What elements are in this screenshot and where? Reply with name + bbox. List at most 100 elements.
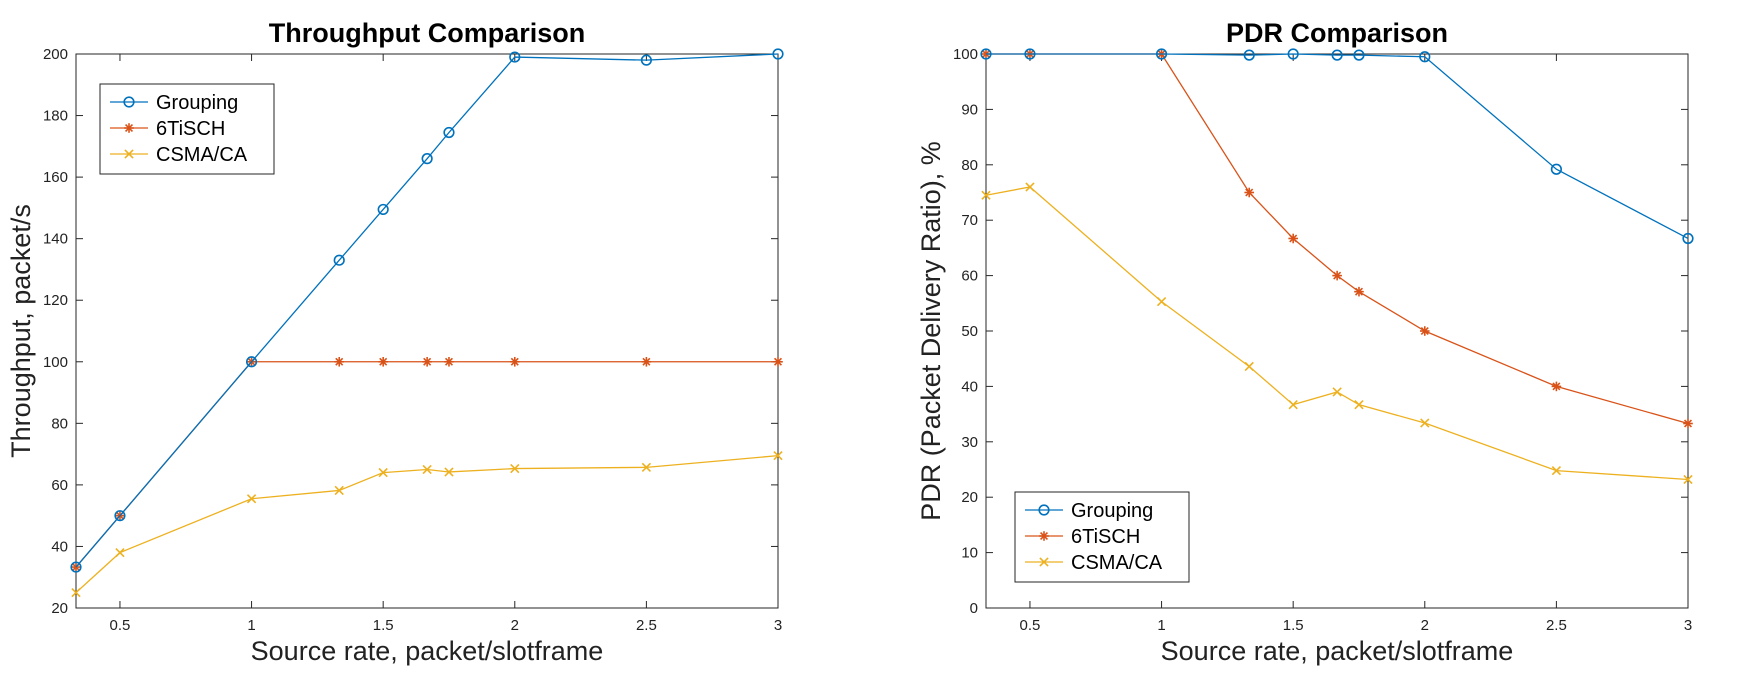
data-point-grouping-shape: [421, 153, 433, 165]
data-point-6tisch: [773, 356, 783, 367]
y-tick-label: 60: [961, 268, 978, 285]
data-point-csma-ca: [71, 587, 81, 598]
data-point-grouping-shape: [1550, 163, 1562, 175]
data-point-csma-ca: [378, 467, 388, 478]
data-point-grouping: [1331, 49, 1343, 61]
legend-marker-csma-ca-stroke-1: [124, 149, 134, 159]
data-point-csma-ca: [246, 494, 257, 504]
x-tick-label: 2: [1421, 617, 1429, 634]
data-point-6tisch-stroke-3: [1420, 326, 1429, 336]
data-point-6tisch: [641, 356, 652, 367]
data-point-csma-ca-stroke-1: [334, 485, 344, 496]
tick-group: 0.5 1 1.5 2 2.5 3 20 40 60 80 100 120 140 160 180 200: [43, 46, 782, 634]
plot-area: [980, 48, 1694, 485]
data-point-grouping: [70, 561, 82, 573]
data-point-6tisch: [378, 356, 388, 367]
x-axis-label: Source rate, packet/slotframe: [1161, 636, 1514, 666]
x-tick-label: 3: [1684, 617, 1692, 634]
plot-area: [70, 48, 784, 598]
data-point-6tisch-stroke-3: [1245, 188, 1254, 197]
data-point-csma-ca: [444, 467, 454, 477]
data-point-grouping-shape: [980, 48, 992, 60]
data-point-csma-ca-stroke-1: [510, 463, 520, 474]
data-point-6tisch-stroke-3: [510, 357, 519, 366]
legend-entry-csma-ca: CSMA/CA: [110, 144, 248, 166]
legend-label-6tisch: 6TiSCH: [1071, 526, 1140, 548]
series-line-6tisch: [986, 53, 1689, 425]
y-tick-label: 10: [961, 545, 978, 562]
data-point-6tisch-stroke-3: [444, 357, 454, 366]
y-tick-label: 20: [961, 489, 978, 506]
legend-sample-csma-ca: [1025, 557, 1063, 567]
legend-entry-csma-ca: CSMA/CA: [1025, 552, 1163, 574]
data-point-csma-ca: [1683, 474, 1693, 485]
data-point-6tisch: [334, 356, 345, 367]
data-point-csma-ca-stroke-1: [981, 190, 991, 200]
y-tick-label: 200: [43, 46, 68, 63]
legend-sample-grouping: [110, 96, 148, 108]
data-point-csma-ca-stroke-1: [1354, 400, 1364, 410]
y-tick-label: 100: [43, 354, 68, 371]
data-point-csma-ca-stroke-1: [1683, 474, 1693, 485]
data-point-csma-ca: [641, 462, 652, 472]
data-point-csma-ca-stroke-1: [773, 451, 783, 461]
y-tick-label: 90: [961, 101, 978, 118]
data-point-csma-ca: [981, 190, 991, 200]
pdr-chart: PDR Comparison Source rate, packet/slotf…: [916, 18, 1694, 666]
series-line-csma-ca: [75, 455, 779, 594]
series-line-grouping: [986, 53, 1689, 240]
data-point-6tisch: [1683, 418, 1693, 429]
y-tick-label: 80: [51, 415, 68, 432]
data-point-grouping-shape: [377, 203, 389, 216]
legend-entry-6tisch: 6TiSCH: [110, 118, 225, 140]
legend-label-grouping: Grouping: [156, 92, 238, 114]
y-tick-label: 20: [51, 600, 68, 617]
data-point-csma-ca: [1354, 400, 1364, 410]
legend-sample-6tisch: [110, 123, 148, 133]
legend-sample-6tisch: [1025, 531, 1063, 541]
data-point-csma-ca-stroke-1: [1420, 418, 1430, 428]
data-point-grouping: [333, 254, 345, 266]
data-point-grouping: [1155, 48, 1168, 60]
data-point-6tisch-stroke-3: [379, 357, 388, 366]
data-point-csma-ca: [1420, 418, 1430, 428]
data-point-csma-ca-stroke-1: [1288, 400, 1298, 410]
data-point-csma-ca: [773, 451, 783, 461]
data-point-grouping-shape: [1353, 49, 1365, 61]
data-point-6tisch-stroke-3: [1354, 287, 1364, 296]
series-grouping: [70, 48, 784, 573]
x-tick-label: 1.5: [373, 617, 394, 634]
y-tick-label: 180: [43, 108, 68, 125]
data-point-grouping-shape: [1331, 49, 1343, 61]
data-point-grouping: [377, 203, 389, 216]
data-point-csma-ca: [334, 485, 344, 496]
data-point-6tisch-stroke-3: [1333, 271, 1342, 280]
data-point-6tisch: [1354, 286, 1364, 297]
data-point-grouping: [1550, 163, 1562, 175]
chart-title: PDR Comparison: [1226, 18, 1448, 48]
data-point-csma-ca-stroke-1: [1244, 361, 1254, 372]
x-tick-label: 1.5: [1283, 617, 1304, 634]
x-tick-label: 0.5: [1020, 617, 1041, 634]
data-point-6tisch-stroke-3: [1683, 419, 1693, 428]
data-point-grouping: [1419, 51, 1431, 63]
data-point-6tisch: [422, 356, 432, 367]
data-point-csma-ca: [1244, 361, 1254, 372]
series-line-csma-ca: [985, 186, 1689, 481]
data-point-grouping-shape: [1287, 48, 1299, 60]
data-point-6tisch: [444, 356, 454, 367]
data-point-csma-ca-stroke-1: [71, 587, 81, 598]
legend-entry-grouping: Grouping: [110, 92, 238, 114]
x-tick-label: 2.5: [1546, 617, 1567, 634]
data-point-csma-ca-stroke-1: [1332, 387, 1342, 397]
data-point-grouping-shape: [114, 510, 126, 522]
legend-sample-grouping: [1025, 504, 1063, 516]
data-point-grouping: [1682, 232, 1694, 245]
data-point-csma-ca-stroke-1: [422, 464, 432, 475]
legend-marker-grouping: [1038, 504, 1050, 516]
legend-marker-csma-ca: [124, 149, 134, 159]
data-point-grouping: [421, 153, 433, 165]
legend: Grouping 6TiSCH CSMA/CA: [99, 83, 275, 175]
y-tick-label: 30: [961, 434, 978, 451]
